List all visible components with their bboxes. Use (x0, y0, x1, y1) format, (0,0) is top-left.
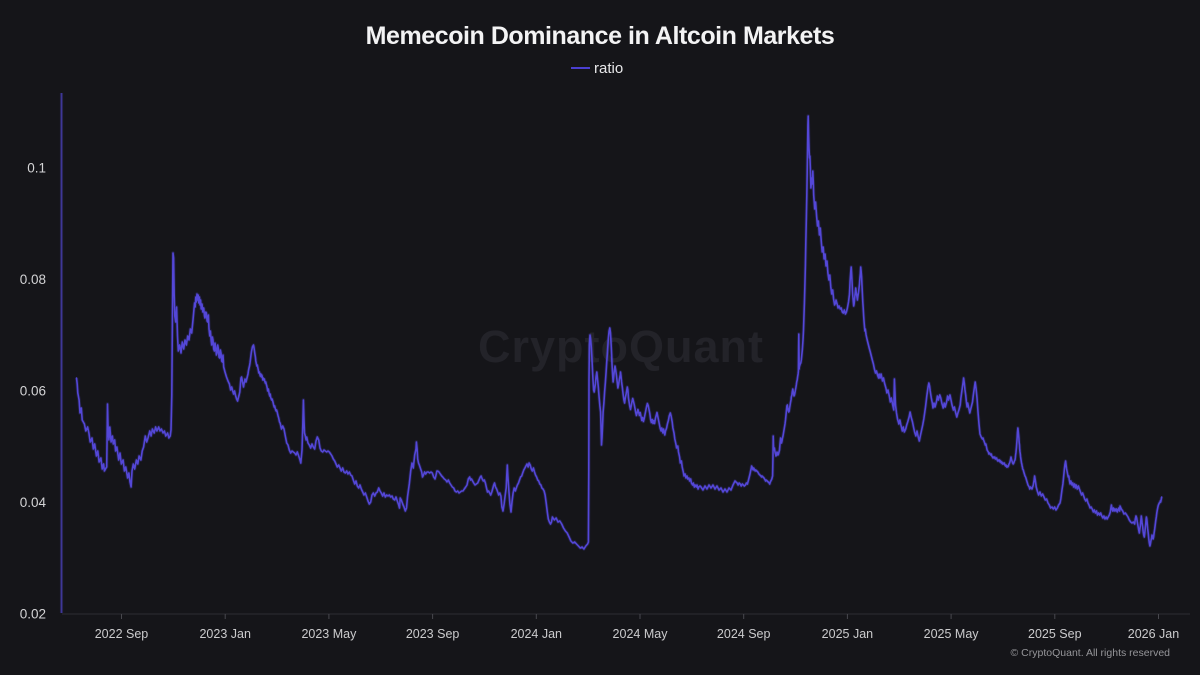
svg-text:© CryptoQuant. All rights rese: © CryptoQuant. All rights reserved (1011, 647, 1171, 659)
svg-text:2024 Sep: 2024 Sep (717, 627, 771, 641)
svg-text:ratio: ratio (594, 60, 623, 77)
svg-text:0.08: 0.08 (20, 272, 46, 287)
svg-text:CryptoQuant: CryptoQuant (478, 321, 764, 372)
svg-text:0.06: 0.06 (20, 384, 46, 399)
svg-text:Memecoin Dominance in Altcoin: Memecoin Dominance in Altcoin Markets (366, 22, 835, 50)
svg-text:0.1: 0.1 (27, 161, 46, 176)
svg-text:2022 Sep: 2022 Sep (95, 627, 149, 641)
svg-text:2023 Jan: 2023 Jan (199, 627, 250, 641)
svg-text:2025 May: 2025 May (924, 627, 980, 641)
svg-text:2024 May: 2024 May (613, 627, 669, 641)
svg-text:2023 May: 2023 May (301, 627, 357, 641)
svg-text:0.04: 0.04 (20, 495, 47, 510)
svg-text:0.02: 0.02 (20, 607, 46, 622)
svg-text:2023 Sep: 2023 Sep (406, 627, 460, 641)
svg-text:2025 Jan: 2025 Jan (822, 627, 873, 641)
svg-text:2025 Sep: 2025 Sep (1028, 627, 1082, 641)
svg-text:2024 Jan: 2024 Jan (511, 627, 562, 641)
svg-text:2026 Jan: 2026 Jan (1128, 627, 1179, 641)
